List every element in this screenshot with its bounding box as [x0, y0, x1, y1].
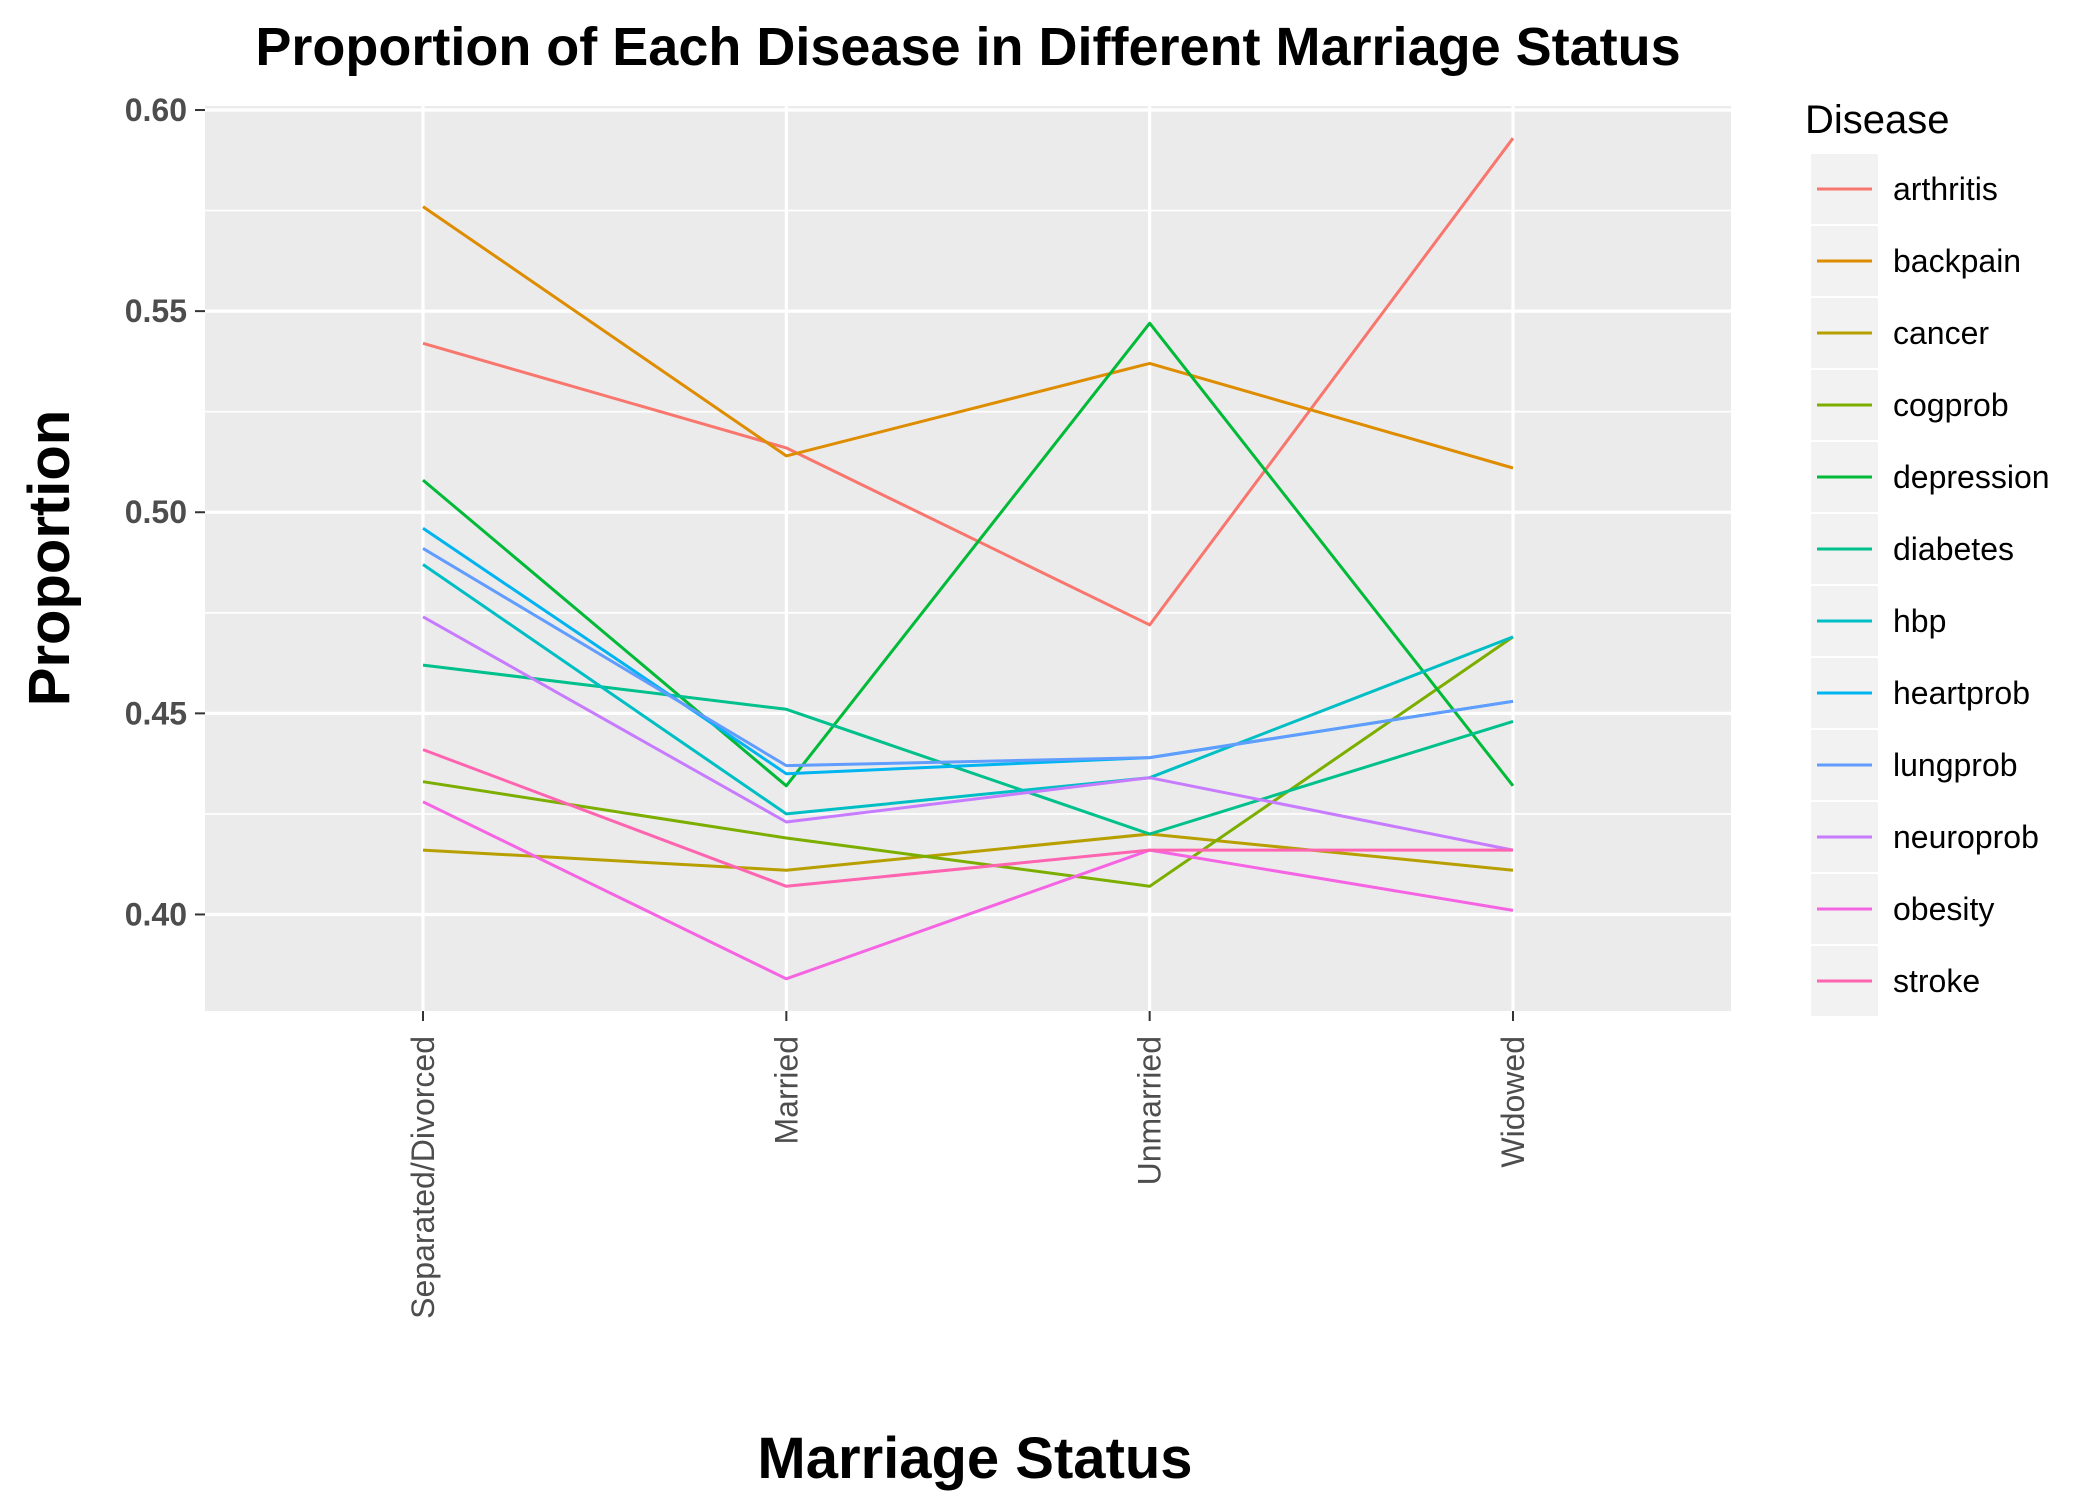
x-axis-title: Marriage Status	[757, 1426, 1192, 1491]
series-line-obesity	[422, 800, 1514, 981]
y-tick-label: 0.60	[125, 92, 187, 128]
legend-label-cancer: cancer	[1893, 315, 1989, 351]
series-line-neuroprob	[422, 615, 1514, 852]
y-tick-label: 0.50	[125, 494, 187, 530]
legend-label-depression: depression	[1893, 459, 2050, 495]
series-line-backpain	[422, 205, 1514, 470]
series-line-cancer	[422, 832, 1514, 872]
legend-title: Disease	[1805, 98, 1950, 142]
y-axis-title: Proportion	[17, 410, 82, 706]
y-tick-label: 0.40	[125, 896, 187, 932]
series-line-arthritis	[422, 137, 1515, 627]
legend-label-hbp: hbp	[1893, 603, 1946, 639]
legend-label-cogprob: cogprob	[1893, 387, 2009, 423]
legend-label-lungprob: lungprob	[1893, 747, 2018, 783]
legend-label-heartprob: heartprob	[1893, 675, 2030, 711]
x-tick-label: Separated/Divorced	[405, 1036, 441, 1319]
series-line-lungprob	[422, 547, 1514, 768]
series-line-depression	[422, 321, 1515, 788]
series-lines	[422, 137, 1515, 981]
plot-panel	[205, 106, 1731, 1011]
series-line-cogprob	[422, 635, 1514, 888]
x-tick-label: Married	[768, 1036, 804, 1144]
legend-label-neuroprob: neuroprob	[1893, 819, 2039, 855]
legend-label-diabetes: diabetes	[1893, 531, 2014, 567]
legend-label-obesity: obesity	[1893, 891, 1994, 927]
legend-label-stroke: stroke	[1893, 963, 1980, 999]
legend: arthritis backpain cancer cogprob depression…	[1809, 152, 2050, 1018]
x-tick-label: Unmarried	[1132, 1036, 1168, 1185]
series-line-hbp	[422, 563, 1514, 816]
series-line-diabetes	[422, 663, 1514, 836]
legend-label-backpain: backpain	[1893, 243, 2021, 279]
x-axis: Separated/Divorced Married Unmarried Widowe…	[405, 1011, 1531, 1319]
legend-label-arthritis: arthritis	[1893, 171, 1998, 207]
y-axis: 0.40 0.45 0.50 0.55 0.60	[125, 92, 205, 932]
x-tick-label: Widowed	[1495, 1036, 1531, 1168]
chart-title: Proportion of Each Disease in Different …	[255, 17, 1680, 77]
y-tick-label: 0.45	[125, 695, 187, 731]
series-line-stroke	[422, 748, 1513, 888]
y-tick-label: 0.55	[125, 293, 187, 329]
